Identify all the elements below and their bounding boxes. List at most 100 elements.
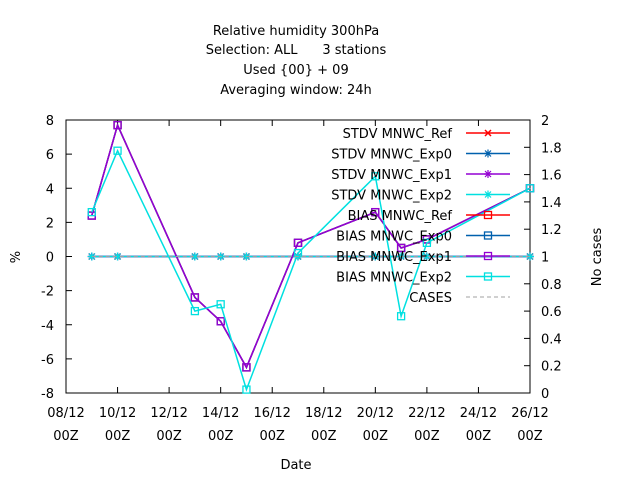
data-point [293,238,303,248]
data-point [422,238,432,248]
title-line-1: Relative humidity 300hPa [213,24,379,39]
x-tick-label-time: 00Z [466,429,492,444]
x-tick-label: 26/12 [511,406,548,421]
x-tick-label: 16/12 [253,406,290,421]
series-bias-mnwc-exp0 [87,120,535,372]
y-tick-label: 8 [46,114,54,129]
data-point [190,293,200,302]
legend-label: CASES [409,291,452,306]
data-point [526,252,534,261]
data-point [396,312,406,321]
y-axis-ticks: -8 -6 -4 -2 0 2 4 6 8 [41,114,72,402]
data-point [525,184,535,193]
x-tick-label-time: 00Z [156,429,182,444]
data-point [113,120,122,130]
legend-label: BIAS MNWC_Exp2 [336,271,452,286]
legend-label: BIAS MNWC_Exp0 [336,230,452,245]
data-point [190,252,199,261]
x-tick-label: 14/12 [202,406,239,421]
data-point [242,363,251,372]
y-tick-label: -2 [41,285,54,300]
legend-label: BIAS MNWC_Ref [348,209,453,224]
legend-item: STDV MNWC_Exp2 [331,189,510,204]
legend-item: STDV MNWC_Ref [343,127,510,142]
x-tick-label-time: 00Z [259,429,285,444]
y-tick-label: -4 [41,319,54,334]
y-tick-label: -6 [41,353,54,368]
x-tick-label: 24/12 [460,406,497,421]
x-axis-ticks: 08/12 00Z 10/12 00Z 12/12 00Z 14/12 00Z 16/12 00Z… [47,120,549,444]
data-point [483,272,493,281]
series-line [91,148,531,392]
series-layer [87,120,535,394]
x-tick-label-time: 00Z [363,429,389,444]
y2-tick-label: 1.6 [541,169,562,184]
y-tick-label: -8 [41,387,54,402]
data-point [371,207,380,217]
series-bias-mnwc-exp1 [87,120,535,372]
x-tick-label: 10/12 [99,406,136,421]
data-point [422,252,431,261]
y2-tick-label: 0.6 [541,305,562,320]
legend-item: BIAS MNWC_Exp2 [336,271,510,286]
y2-tick-label: 1.8 [541,141,562,156]
x-axis-label: Date [280,458,311,473]
x-tick-label-time: 00Z [208,429,234,444]
data-point [371,172,380,181]
x-tick-label: 20/12 [357,406,394,421]
data-point [216,317,225,326]
x-tick-label: 22/12 [408,406,445,421]
y2-tick-label: 0 [541,387,549,402]
series-line [91,122,531,370]
data-point [483,251,493,261]
y2-axis-label: No cases [590,228,605,287]
y-tick-label: 0 [46,251,54,266]
y-tick-label: 2 [46,216,54,231]
legend-item: STDV MNWC_Exp1 [331,168,510,183]
x-tick-label: 18/12 [305,406,342,421]
data-point [484,190,492,199]
data-point [87,207,96,217]
title-line-4: Averaging window: 24h [220,83,372,98]
y-tick-label: 4 [46,182,54,197]
data-point [216,300,225,309]
y2-tick-label: 2 [541,114,549,129]
x-tick-label: 12/12 [150,406,187,421]
title-line-2: Selection: ALL 3 stations [206,43,387,58]
x-tick-label-time: 00Z [53,429,79,444]
legend-item: BIAS MNWC_Ref [348,209,510,224]
legend-label: STDV MNWC_Ref [343,127,453,142]
data-point [483,231,493,240]
legend: STDV MNWC_Ref STDV MNWC_Exp0 STDV MNWC_Exp… [331,127,510,306]
legend-item: STDV MNWC_Exp0 [331,148,510,163]
y-tick-label: 6 [46,148,54,163]
data-point [484,170,492,178]
y2-tick-label: 0.2 [541,360,562,375]
x-tick-label-time: 00Z [414,429,440,444]
title-line-3: Used {00} + 09 [243,63,348,78]
series-bias-mnwc-ref [87,120,535,372]
data-point [242,385,251,394]
y2-tick-label: 1 [541,251,549,266]
legend-label: STDV MNWC_Exp0 [331,148,452,163]
y2-tick-label: 0.4 [541,332,562,347]
chart-title: Relative humidity 300hPa Selection: ALL … [206,24,387,98]
data-point [396,243,406,253]
data-point [113,146,122,155]
data-point [113,252,122,261]
data-point [484,129,492,137]
series-bias-mnwc-exp2 [87,146,535,394]
data-point [190,306,200,316]
legend-label: BIAS MNWC_Exp1 [336,250,452,265]
series-line [91,122,531,370]
data-point [483,210,493,220]
legend-label: STDV MNWC_Exp2 [331,189,452,204]
legend-item: CASES [409,291,510,306]
y2-tick-label: 1.2 [541,223,562,238]
x-tick-label: 08/12 [47,406,84,421]
legend-item: BIAS MNWC_Exp0 [336,230,510,245]
legend-label: STDV MNWC_Exp1 [331,168,452,183]
x-tick-label-time: 00Z [311,429,337,444]
y2-tick-label: 1.4 [541,196,562,211]
